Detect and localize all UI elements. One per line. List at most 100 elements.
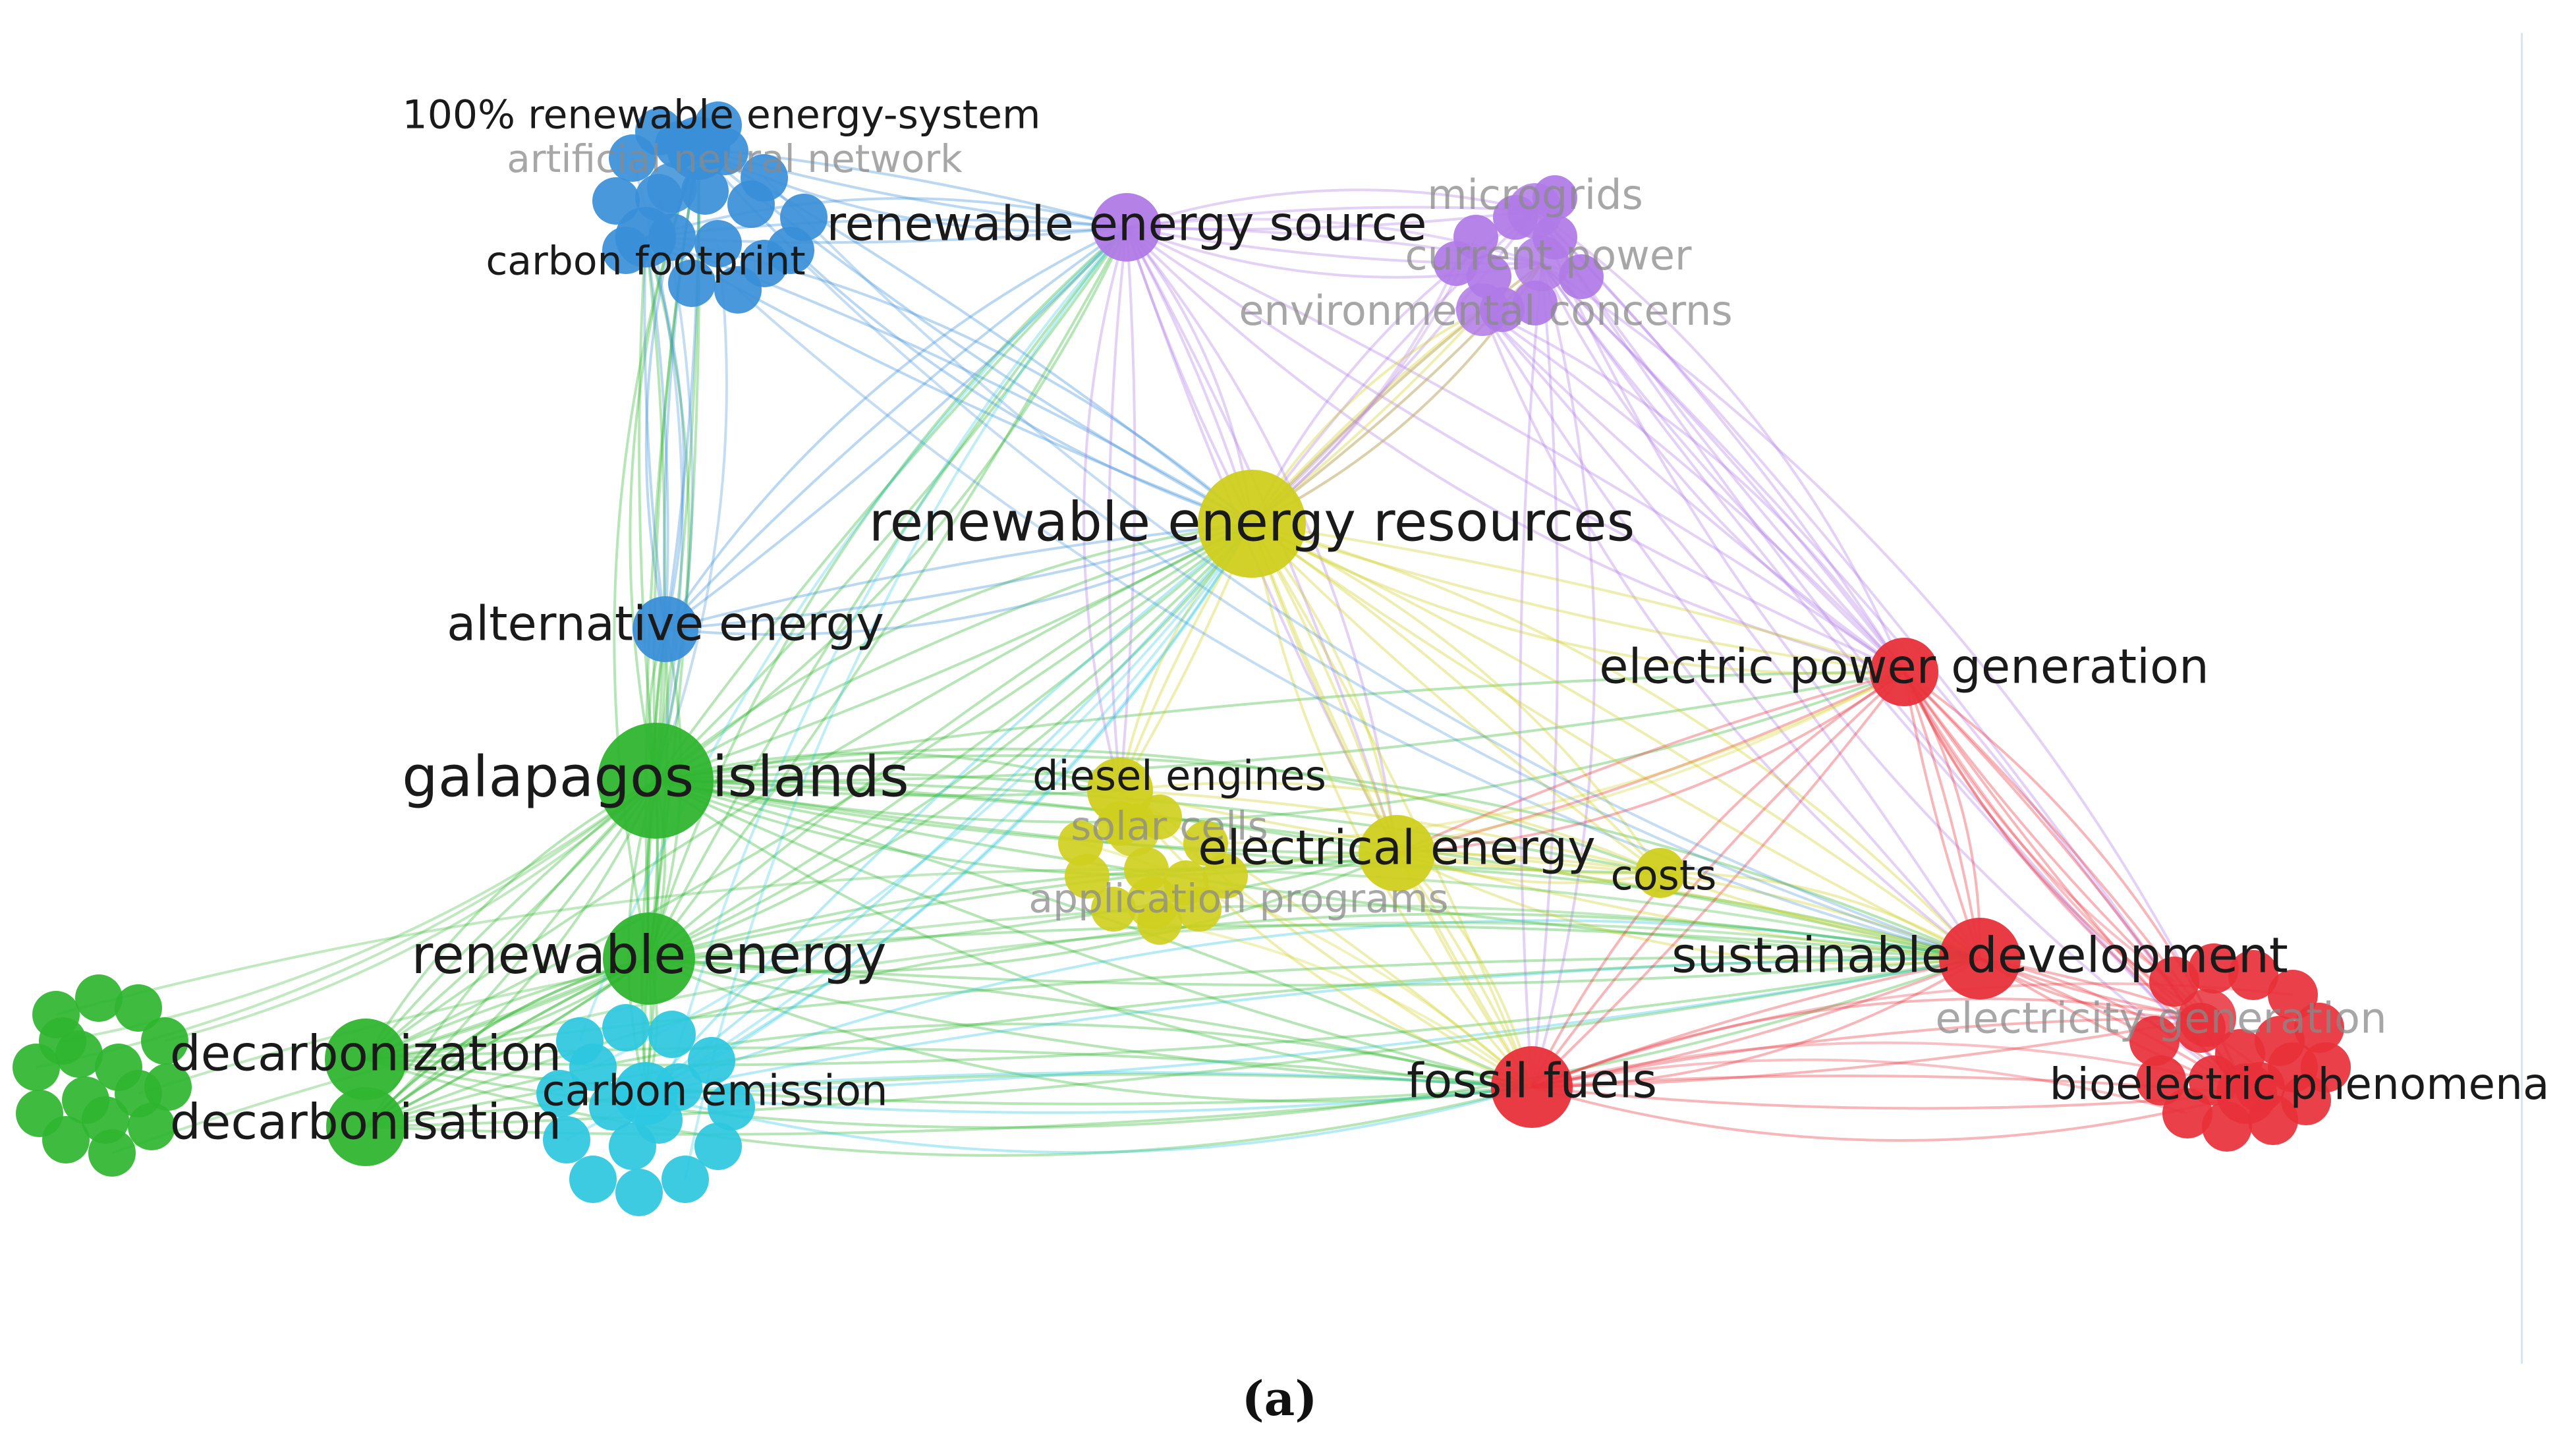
cluster-node-cyan bbox=[694, 1123, 742, 1170]
link-n17-n4 bbox=[648, 227, 1128, 960]
link-n4-n10 bbox=[1125, 226, 1905, 673]
node-n7[interactable] bbox=[1456, 283, 1509, 336]
node-n16[interactable] bbox=[1635, 848, 1685, 898]
node-n2[interactable] bbox=[647, 163, 697, 213]
node-label-n20: decarbonization bbox=[170, 1026, 562, 1082]
link-n17-n8 bbox=[648, 522, 1253, 960]
link-n10-n23 bbox=[1531, 671, 1905, 1088]
link-n11-n10 bbox=[655, 671, 1905, 782]
link-n9-n4 bbox=[664, 226, 1127, 630]
link-n20-n23 bbox=[365, 1046, 1533, 1088]
cluster-link bbox=[138, 904, 1981, 1095]
cluster-node-cyan bbox=[543, 1116, 590, 1163]
cluster-node-red bbox=[2149, 957, 2199, 1007]
link-n14-n18 bbox=[1396, 852, 1981, 960]
node-n24[interactable] bbox=[2216, 1063, 2277, 1124]
link-n11-n3 bbox=[644, 237, 690, 781]
node-n6[interactable] bbox=[1514, 236, 1569, 291]
cluster-node-yellow bbox=[1065, 854, 1110, 899]
cluster-link bbox=[1531, 1058, 2188, 1115]
link-n9-n8 bbox=[665, 522, 1252, 636]
link-n7-n10 bbox=[1481, 308, 1905, 673]
node-label-n4: renewable energy source bbox=[826, 196, 1426, 252]
link-n8-n10 bbox=[1251, 522, 1905, 675]
cluster-node-cyan bbox=[569, 1044, 617, 1091]
node-n17[interactable] bbox=[603, 912, 695, 1005]
link-n17-n18 bbox=[648, 957, 1981, 987]
link-n20-n23 bbox=[365, 1058, 1533, 1106]
cluster-node-red bbox=[2294, 1003, 2344, 1053]
node-label-n14: electrical energy bbox=[1198, 820, 1596, 876]
link-n17-n18 bbox=[648, 924, 1981, 960]
node-n8[interactable] bbox=[1198, 470, 1306, 578]
link-n11-n8 bbox=[654, 522, 1252, 782]
cluster-link bbox=[592, 522, 1253, 1069]
node-n22[interactable] bbox=[614, 1062, 677, 1125]
link-n23-n19 bbox=[1531, 1017, 2208, 1088]
node-n10[interactable] bbox=[1870, 638, 1938, 706]
link-n22-n8 bbox=[644, 522, 1253, 1095]
cluster-link bbox=[1205, 671, 1905, 845]
link-n7-n18 bbox=[1481, 309, 1981, 960]
node-n23[interactable] bbox=[1491, 1046, 1573, 1128]
link-n17-n23 bbox=[648, 957, 1533, 1088]
node-n19[interactable] bbox=[2178, 989, 2236, 1047]
link-n17-n8 bbox=[648, 522, 1253, 960]
node-label-n6: current power bbox=[1405, 231, 1693, 279]
link-n4-n5 bbox=[1126, 188, 1536, 229]
link-n10-n14 bbox=[1396, 671, 1905, 854]
link-n11-n12 bbox=[655, 779, 1121, 797]
right-border bbox=[2521, 33, 2523, 1364]
node-label-n2: artificial neural network bbox=[507, 136, 963, 181]
link-n8-n16 bbox=[1251, 522, 1662, 874]
node-label-n1: 100% renewable energy-system bbox=[403, 92, 1041, 138]
link-n11-n4 bbox=[654, 227, 1128, 782]
link-n11-n4 bbox=[654, 226, 1128, 782]
link-n9-n1 bbox=[663, 148, 700, 630]
link-n9-n4 bbox=[664, 226, 1128, 630]
node-n11[interactable] bbox=[598, 723, 714, 839]
cluster-link bbox=[684, 226, 1128, 1180]
node-label-n23: fossil fuels bbox=[1407, 1053, 1657, 1109]
node-label-n7: environmental concerns bbox=[1239, 287, 1732, 335]
link-n5-n10 bbox=[1534, 210, 1905, 673]
cluster-node-cyan bbox=[648, 1011, 696, 1058]
link-n4-n10 bbox=[1126, 226, 1905, 673]
link-n11-n14 bbox=[655, 779, 1397, 877]
node-n4[interactable] bbox=[1092, 193, 1161, 262]
node-n20[interactable] bbox=[325, 1019, 407, 1100]
node-n18[interactable] bbox=[1939, 918, 2021, 999]
node-n15[interactable] bbox=[1127, 876, 1179, 929]
node-n3[interactable] bbox=[615, 207, 676, 267]
link-n23-n18 bbox=[1531, 957, 1981, 1088]
link-n10-n18 bbox=[1903, 671, 1982, 959]
cluster-node-cyan bbox=[569, 1156, 617, 1203]
link-n20-n8 bbox=[365, 522, 1253, 1061]
node-n1[interactable] bbox=[667, 117, 730, 180]
link-n11-n21 bbox=[364, 780, 657, 1128]
link-n11-n3 bbox=[644, 237, 666, 781]
node-label-n3: carbon footprint bbox=[486, 238, 805, 285]
node-n5[interactable] bbox=[1507, 183, 1563, 238]
node-label-n16: costs bbox=[1611, 851, 1717, 899]
link-n22-n8 bbox=[644, 522, 1253, 1095]
node-label-n15: application programs bbox=[1028, 876, 1448, 922]
link-n1-n8 bbox=[697, 147, 1252, 525]
link-n22-n23 bbox=[645, 1086, 1533, 1114]
link-n6-n24 bbox=[1540, 262, 2248, 1094]
link-n8-n23 bbox=[1251, 523, 1533, 1088]
cluster-link bbox=[789, 249, 1981, 960]
link-n8-n10 bbox=[1251, 522, 1905, 673]
cluster-node-cyan bbox=[602, 1004, 650, 1051]
node-n14[interactable] bbox=[1359, 815, 1435, 891]
cluster-node-purple bbox=[1559, 254, 1604, 299]
cluster-node-red bbox=[2228, 950, 2278, 1000]
link-n11-n16 bbox=[655, 747, 1661, 874]
link-n11-n8 bbox=[655, 522, 1252, 782]
link-n8-n16 bbox=[1251, 522, 1662, 874]
node-n13[interactable] bbox=[1107, 804, 1160, 856]
node-n21[interactable] bbox=[326, 1087, 405, 1166]
node-n9[interactable] bbox=[633, 596, 698, 662]
